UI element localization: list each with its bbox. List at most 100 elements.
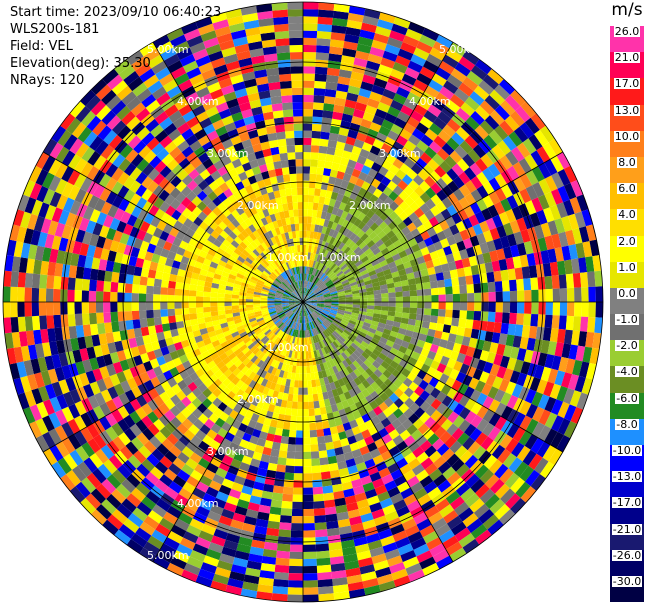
velocity-gate <box>198 23 215 36</box>
velocity-gate <box>282 392 289 401</box>
velocity-gate <box>236 224 245 233</box>
velocity-gate <box>209 335 219 343</box>
velocity-gate <box>313 102 324 111</box>
velocity-gate <box>435 92 450 106</box>
velocity-gate <box>365 283 373 289</box>
velocity-gate <box>408 440 420 453</box>
velocity-gate <box>310 451 320 459</box>
velocity-gate <box>257 584 274 594</box>
velocity-gate <box>303 551 317 560</box>
velocity-gate <box>380 176 392 187</box>
velocity-gate <box>571 258 580 274</box>
velocity-gate <box>334 177 343 187</box>
velocity-gate <box>501 280 510 292</box>
velocity-gate <box>202 195 213 206</box>
velocity-gate <box>252 347 260 356</box>
velocity-gate <box>196 86 210 99</box>
velocity-gate <box>319 263 325 272</box>
velocity-gate <box>379 382 389 393</box>
velocity-gate <box>290 321 295 329</box>
velocity-gate <box>337 325 345 332</box>
velocity-gate <box>207 211 218 221</box>
velocity-gate <box>335 284 343 290</box>
velocity-gate <box>416 72 432 86</box>
velocity-gate <box>145 293 154 302</box>
velocity-gate <box>303 280 306 288</box>
velocity-gate <box>226 381 236 391</box>
velocity-gate <box>275 398 283 407</box>
velocity-gate <box>538 162 552 179</box>
velocity-gate <box>283 293 290 297</box>
velocity-gate <box>36 401 49 419</box>
velocity-gate <box>400 487 414 500</box>
velocity-gate <box>303 295 305 302</box>
velocity-gate <box>322 322 329 329</box>
velocity-gate <box>261 104 273 114</box>
velocity-gate <box>467 441 481 455</box>
velocity-gate <box>98 333 108 346</box>
velocity-gate <box>225 247 234 256</box>
velocity-gate <box>204 355 214 365</box>
velocity-gate <box>363 321 371 328</box>
velocity-gate <box>81 191 93 207</box>
velocity-gate <box>267 294 276 298</box>
velocity-gate <box>341 481 353 491</box>
velocity-gate <box>320 464 330 473</box>
velocity-gate <box>285 378 291 387</box>
velocity-gate <box>210 136 222 148</box>
velocity-gate <box>488 399 501 413</box>
velocity-gate <box>244 349 253 358</box>
velocity-gate <box>213 239 223 248</box>
velocity-gate <box>142 163 155 177</box>
velocity-gate <box>108 134 123 150</box>
velocity-gate <box>96 378 108 393</box>
velocity-gate <box>276 376 283 385</box>
velocity-gate <box>318 196 326 205</box>
velocity-gate <box>123 162 137 176</box>
velocity-gate <box>294 290 299 297</box>
velocity-gate <box>530 314 539 327</box>
velocity-gate <box>236 325 245 332</box>
velocity-gate <box>231 209 240 219</box>
velocity-gate <box>311 216 317 225</box>
velocity-gate <box>265 266 273 274</box>
velocity-gate <box>160 309 168 317</box>
velocity-gate <box>482 181 495 195</box>
velocity-gate <box>269 254 276 262</box>
velocity-gate <box>520 486 537 503</box>
velocity-gate <box>247 352 256 361</box>
velocity-gate <box>482 74 499 90</box>
velocity-gate <box>298 209 303 217</box>
velocity-gate <box>493 389 506 403</box>
velocity-gate <box>244 377 253 386</box>
velocity-gate <box>296 358 300 367</box>
velocity-gate <box>83 457 98 473</box>
velocity-gate <box>400 255 410 264</box>
velocity-gate <box>232 287 241 292</box>
velocity-gate <box>279 152 289 161</box>
velocity-gate <box>259 497 272 507</box>
velocity-gate <box>297 308 301 316</box>
velocity-gate <box>281 298 289 301</box>
velocity-gate <box>149 435 162 449</box>
velocity-gate <box>380 450 393 462</box>
velocity-gate <box>476 198 488 212</box>
velocity-gate <box>372 478 385 489</box>
velocity-gate <box>343 204 352 213</box>
velocity-gate <box>303 137 312 146</box>
velocity-gate <box>216 247 226 256</box>
velocity-gate <box>223 91 237 102</box>
velocity-gate <box>172 357 183 367</box>
velocity-gate <box>235 337 244 345</box>
velocity-gate <box>257 254 265 262</box>
velocity-gate <box>197 211 208 222</box>
velocity-gate <box>356 249 365 257</box>
velocity-gate <box>469 91 485 106</box>
velocity-gate <box>260 361 268 370</box>
velocity-gate <box>195 226 205 236</box>
velocity-gate <box>285 326 290 334</box>
velocity-gate <box>141 458 155 472</box>
velocity-gate <box>441 263 450 273</box>
velocity-gate <box>100 144 115 160</box>
velocity-gate <box>285 254 290 262</box>
